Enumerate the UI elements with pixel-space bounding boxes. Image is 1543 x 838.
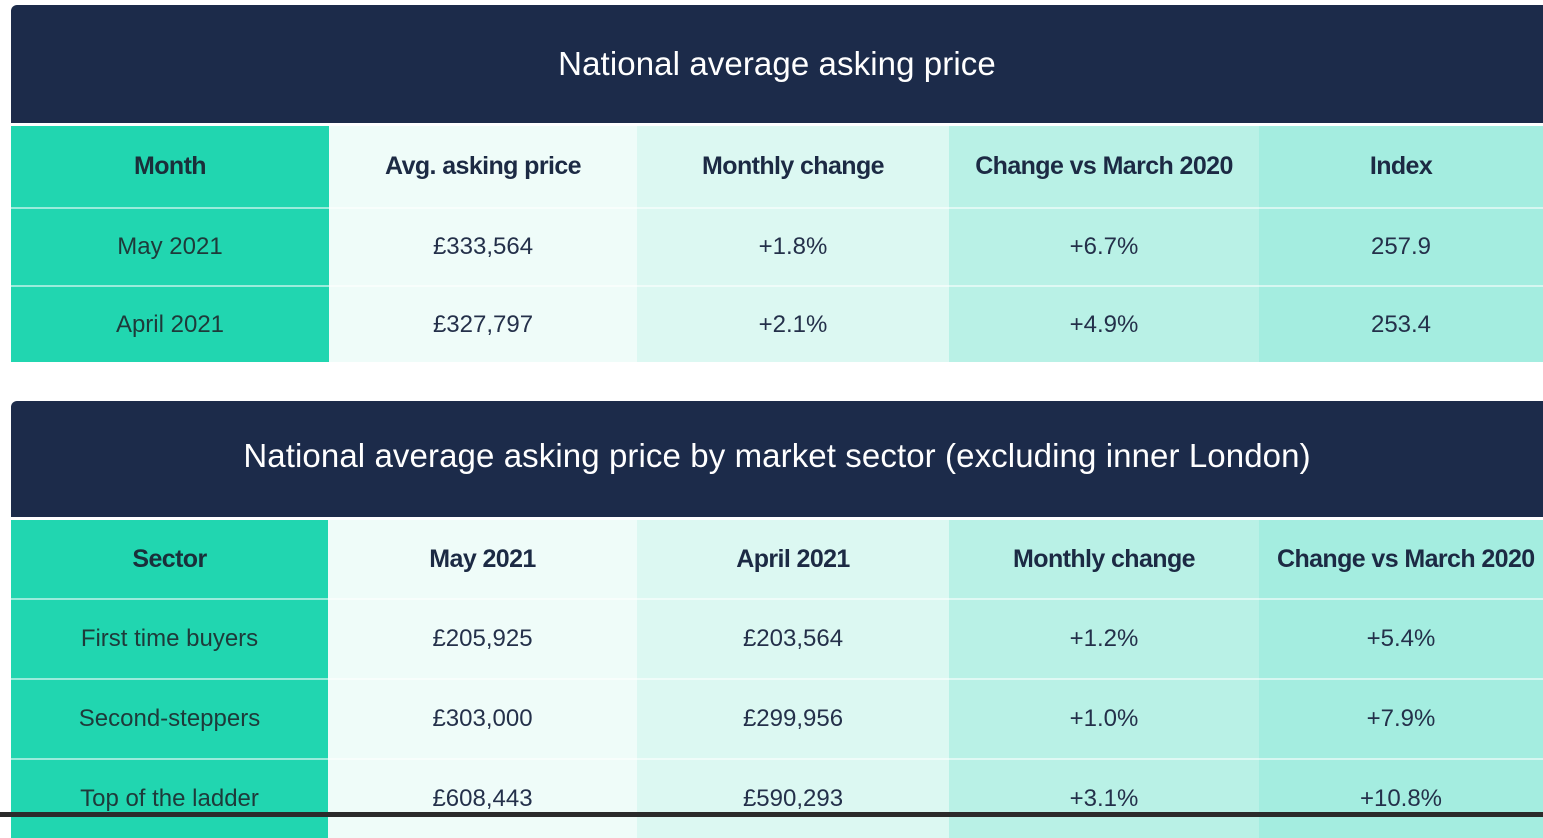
table-title: National average asking price [11, 5, 1543, 123]
table-cell: £203,564 [637, 600, 949, 680]
table-cell: +7.9% [1259, 680, 1543, 760]
market-sector-table-panel: National average asking price by market … [11, 401, 1543, 838]
table-cell: +5.4% [1259, 600, 1543, 680]
table-cell: +3.1% [1069, 785, 1139, 812]
table-column: Monthly change +1.8% +2.1% [637, 126, 949, 362]
column-header: Change vs March 2020 [1259, 520, 1543, 600]
table-cell: 257.9 [1259, 209, 1543, 287]
table-cell: £205,925 [328, 600, 637, 680]
table-cell: +10.8% [1359, 785, 1443, 812]
table-column: Monthly change +1.2% +1.0% +3.1% [949, 520, 1259, 838]
table-cell: 253.4 [1370, 310, 1432, 338]
table-cell: +1.2% [949, 600, 1259, 680]
table-column: Index 257.9 253.4 [1259, 126, 1543, 362]
column-header: April 2021 [637, 520, 949, 600]
table-cell: £299,956 [637, 680, 949, 760]
column-header: Avg. asking price [329, 126, 637, 209]
table-cell: Second-steppers [11, 680, 328, 760]
column-header: May 2021 [328, 520, 637, 600]
bottom-edge [0, 812, 1543, 817]
table-cell: April 2021 [115, 310, 225, 338]
column-header: Month [11, 126, 329, 209]
table-cell: +2.1% [758, 310, 828, 338]
table-column: Sector First time buyers Second-steppers… [11, 520, 328, 838]
table-column: Month May 2021 April 2021 [11, 126, 329, 362]
table-cell: +6.7% [949, 209, 1259, 287]
table-column: Avg. asking price £333,564 £327,797 [329, 126, 637, 362]
table-cell: £333,564 [329, 209, 637, 287]
table-cell: £590,293 [742, 785, 844, 812]
column-header: Sector [11, 520, 328, 600]
table-cell: Top of the ladder [80, 785, 259, 812]
column-header: Change vs March 2020 [949, 126, 1259, 209]
table-title: National average asking price by market … [11, 401, 1543, 517]
table-column: May 2021 £205,925 £303,000 £608,443 [328, 520, 637, 838]
table-cell: May 2021 [11, 209, 329, 287]
table-cell: +1.0% [949, 680, 1259, 760]
table-cell: +4.9% [1069, 310, 1139, 338]
table-cell: £608,443 [432, 785, 533, 812]
table-cell: +1.8% [637, 209, 949, 287]
table-cell: First time buyers [11, 600, 328, 680]
table-grid: Sector First time buyers Second-steppers… [11, 520, 1543, 838]
column-header: Monthly change [949, 520, 1259, 600]
table-cell: £303,000 [328, 680, 637, 760]
table-cell: £327,797 [432, 310, 534, 338]
table-column: Change vs March 2020 +5.4% +7.9% +10.8% [1259, 520, 1543, 838]
table-column: Change vs March 2020 +6.7% +4.9% [949, 126, 1259, 362]
column-header: Monthly change [637, 126, 949, 209]
column-header: Index [1259, 126, 1543, 209]
table-grid: Month May 2021 April 2021 Avg. asking pr… [11, 126, 1543, 362]
national-average-table-panel: National average asking price Month May … [11, 5, 1543, 362]
table-column: April 2021 £203,564 £299,956 £590,293 [637, 520, 949, 838]
